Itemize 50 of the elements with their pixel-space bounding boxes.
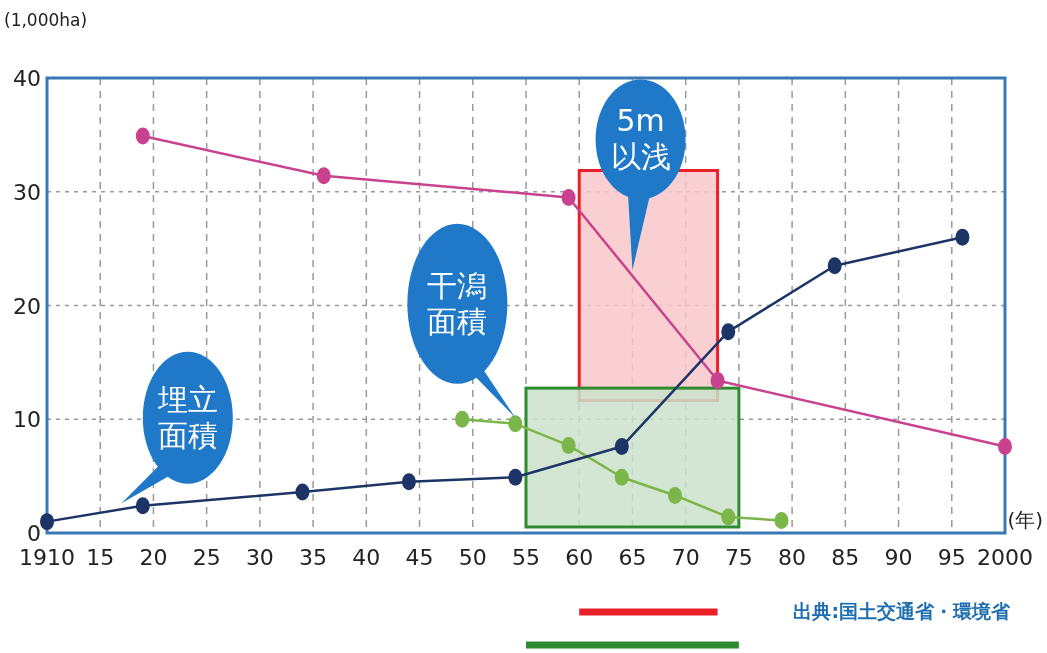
point bbox=[668, 486, 683, 504]
point bbox=[135, 127, 150, 145]
x-tick-label: 90 bbox=[884, 545, 913, 570]
point bbox=[827, 257, 842, 275]
series-label: 埋立面積 bbox=[156, 381, 218, 453]
point bbox=[316, 167, 331, 185]
point bbox=[40, 513, 54, 531]
y-tick-label: 30 bbox=[13, 179, 41, 205]
point bbox=[998, 438, 1012, 456]
y-tick-label: 10 bbox=[13, 407, 41, 433]
point bbox=[295, 483, 310, 501]
point bbox=[561, 188, 576, 206]
point bbox=[710, 372, 725, 390]
x-tick-label: 30 bbox=[245, 545, 274, 570]
x-tick-label: 55 bbox=[512, 545, 540, 570]
x-tick-label: 70 bbox=[671, 545, 700, 570]
y-tick-label: 20 bbox=[13, 293, 41, 319]
point bbox=[135, 497, 150, 515]
x-tick-label: 80 bbox=[778, 545, 807, 570]
x-tick-label: 50 bbox=[458, 545, 487, 570]
point bbox=[614, 438, 629, 456]
point bbox=[955, 228, 970, 246]
point bbox=[721, 508, 736, 526]
x-tick-label: 2000 bbox=[977, 545, 1033, 570]
source-note: 出典:国土交通省・環境省 bbox=[793, 600, 1011, 622]
y-tick-label: 40 bbox=[13, 66, 41, 91]
x-tick-label: 35 bbox=[299, 545, 328, 570]
point bbox=[401, 473, 416, 491]
point bbox=[774, 511, 789, 529]
x-tick-label: 45 bbox=[405, 545, 434, 570]
series-label: 5m以浅 bbox=[610, 103, 671, 175]
point bbox=[614, 468, 629, 486]
y-tick-label: 0 bbox=[27, 521, 41, 546]
x-tick-label: 25 bbox=[192, 545, 221, 570]
x-tick-label: 40 bbox=[352, 545, 381, 570]
x-tick-label: 65 bbox=[618, 545, 647, 570]
x-tick-label: 85 bbox=[831, 545, 860, 570]
point bbox=[508, 468, 523, 486]
point bbox=[561, 436, 576, 454]
x-tick-label: 1910 bbox=[19, 545, 75, 570]
x-tick-label: 95 bbox=[937, 545, 966, 570]
point bbox=[455, 410, 470, 428]
x-tick-label: 60 bbox=[565, 545, 594, 570]
x-tick-label: 75 bbox=[724, 545, 753, 570]
x-tick-label: 20 bbox=[139, 545, 168, 570]
point bbox=[508, 415, 523, 433]
x-axis-title: (年) bbox=[1007, 508, 1043, 532]
x-tick-label: 15 bbox=[86, 545, 115, 570]
point bbox=[721, 323, 736, 341]
y-axis-title: (1,000ha) bbox=[4, 10, 88, 30]
